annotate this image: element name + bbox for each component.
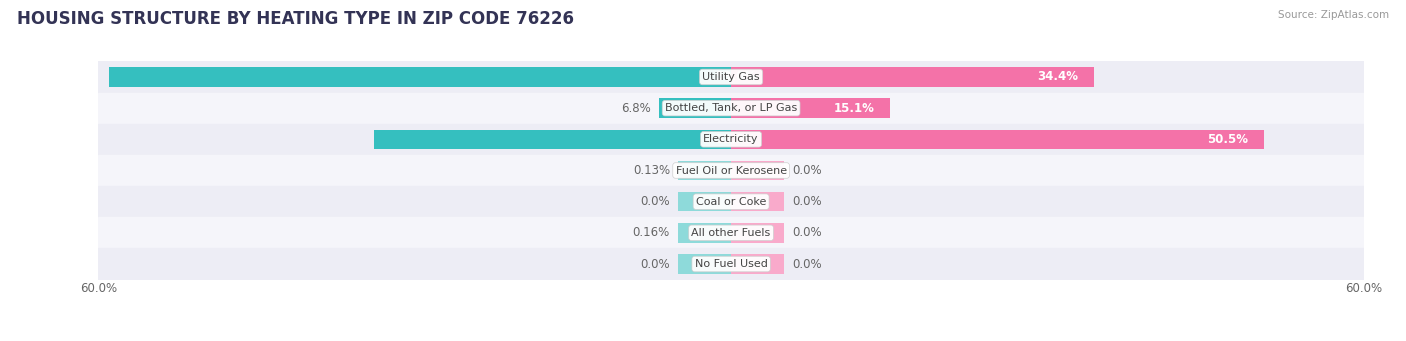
Bar bbox=[731, 161, 785, 180]
Bar bbox=[678, 161, 731, 180]
Text: Fuel Oil or Kerosene: Fuel Oil or Kerosene bbox=[675, 165, 787, 176]
Bar bbox=[731, 67, 1094, 87]
Bar bbox=[678, 223, 731, 242]
Bar bbox=[678, 254, 731, 274]
Text: Source: ZipAtlas.com: Source: ZipAtlas.com bbox=[1278, 10, 1389, 20]
Bar bbox=[659, 99, 731, 118]
Bar bbox=[98, 217, 1364, 249]
Bar bbox=[731, 99, 890, 118]
Text: 0.0%: 0.0% bbox=[640, 257, 669, 270]
Bar bbox=[731, 192, 785, 211]
Text: Utility Gas: Utility Gas bbox=[703, 72, 759, 82]
Bar bbox=[98, 92, 1364, 124]
Bar bbox=[731, 130, 1264, 149]
Bar bbox=[110, 67, 731, 87]
Bar bbox=[98, 249, 1364, 280]
Text: 15.1%: 15.1% bbox=[834, 102, 875, 115]
Text: All other Fuels: All other Fuels bbox=[692, 228, 770, 238]
Bar bbox=[98, 124, 1364, 155]
Bar bbox=[731, 223, 785, 242]
Text: 0.0%: 0.0% bbox=[640, 195, 669, 208]
Bar bbox=[98, 186, 1364, 217]
Text: 0.13%: 0.13% bbox=[633, 164, 669, 177]
Text: 0.0%: 0.0% bbox=[792, 257, 823, 270]
Bar bbox=[98, 155, 1364, 186]
Text: 0.0%: 0.0% bbox=[792, 226, 823, 239]
Bar bbox=[374, 130, 731, 149]
Text: 0.16%: 0.16% bbox=[633, 226, 669, 239]
Text: Bottled, Tank, or LP Gas: Bottled, Tank, or LP Gas bbox=[665, 103, 797, 113]
Text: 0.0%: 0.0% bbox=[792, 164, 823, 177]
Text: 59.0%: 59.0% bbox=[716, 71, 756, 84]
Text: 33.9%: 33.9% bbox=[716, 133, 756, 146]
Text: 6.8%: 6.8% bbox=[621, 102, 651, 115]
Text: Electricity: Electricity bbox=[703, 134, 759, 144]
Text: 34.4%: 34.4% bbox=[1038, 71, 1078, 84]
Text: 0.0%: 0.0% bbox=[792, 195, 823, 208]
Bar bbox=[98, 61, 1364, 92]
Text: 50.5%: 50.5% bbox=[1206, 133, 1249, 146]
Text: HOUSING STRUCTURE BY HEATING TYPE IN ZIP CODE 76226: HOUSING STRUCTURE BY HEATING TYPE IN ZIP… bbox=[17, 10, 574, 28]
Bar bbox=[731, 254, 785, 274]
Text: No Fuel Used: No Fuel Used bbox=[695, 259, 768, 269]
Text: Coal or Coke: Coal or Coke bbox=[696, 197, 766, 207]
Bar bbox=[678, 192, 731, 211]
